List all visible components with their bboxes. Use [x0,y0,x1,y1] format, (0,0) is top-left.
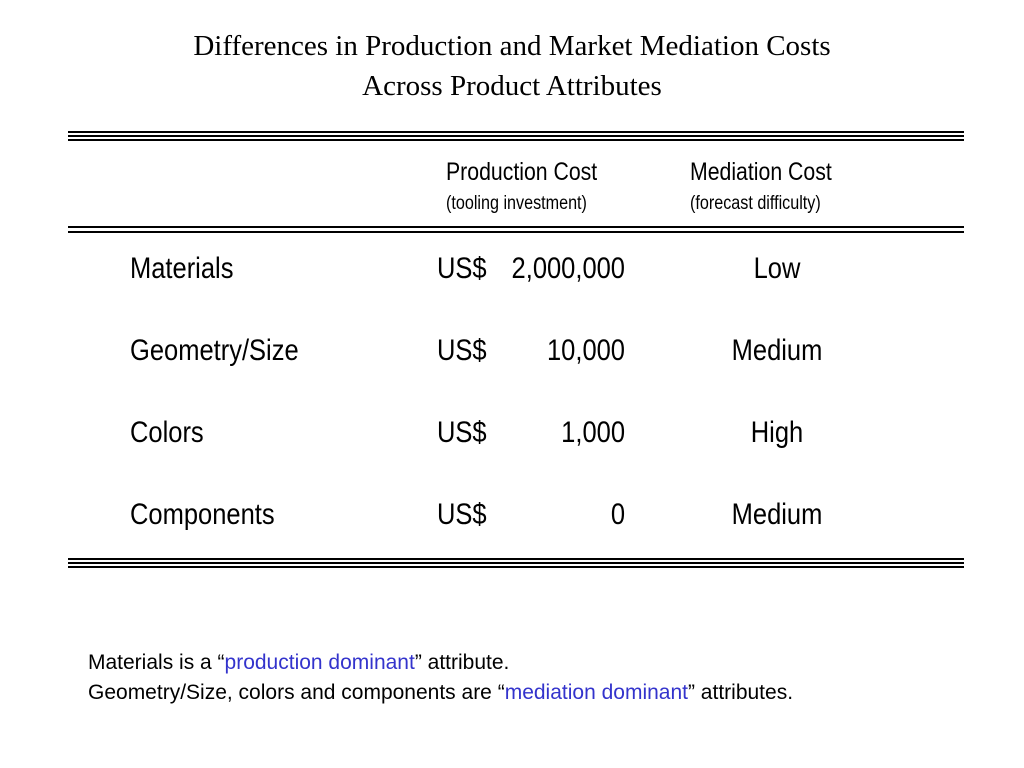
note-text: ” attributes. [687,681,794,704]
note-text: Materials is a “ [88,651,225,674]
table-bottom-rule-2 [68,562,964,564]
row-label: Materials [130,252,234,285]
row-currency: US$ [437,334,487,367]
production-cost-subheader: (tooling investment) [446,193,587,214]
table-bottom-rule-1 [68,558,964,560]
title-line-1: Differences in Production and Market Med… [193,30,831,62]
table-top-rule-2 [68,135,964,137]
row-mediation: Low [753,252,801,285]
note-text: Geometry/Size, colors and components are… [88,681,505,704]
row-amount: 0 [610,498,625,531]
table-top-rule-3 [68,139,964,141]
row-amount: 2,000,000 [511,252,625,285]
notes: Materials is a “production dominant” att… [88,648,793,708]
note-highlight: mediation dominant [504,681,688,704]
row-currency: US$ [437,498,487,531]
row-currency: US$ [437,252,487,285]
row-mediation: High [750,416,804,449]
header-rule-1 [68,226,964,228]
mediation-cost-header: Mediation Cost [690,158,832,186]
row-label: Components [130,498,275,531]
row-mediation: Medium [731,498,823,531]
row-label: Colors [130,416,204,449]
note-line-1: Materials is a “production dominant” att… [88,648,793,678]
table-bottom-rule-3 [68,566,964,568]
slide-title: Differences in Production and Market Med… [0,26,1024,106]
note-highlight: production dominant [224,651,415,674]
row-amount: 10,000 [546,334,625,367]
header-rule-2 [68,231,964,233]
title-line-2: Across Product Attributes [362,70,662,102]
row-mediation: Medium [731,334,823,367]
production-cost-header: Production Cost [446,158,598,186]
row-amount: 1,000 [561,416,625,449]
mediation-cost-subheader: (forecast difficulty) [690,193,821,214]
note-text: ” attribute. [414,651,510,674]
row-currency: US$ [437,416,487,449]
row-label: Geometry/Size [130,334,299,367]
note-line-2: Geometry/Size, colors and components are… [88,678,793,708]
table-top-rule-1 [68,131,964,133]
